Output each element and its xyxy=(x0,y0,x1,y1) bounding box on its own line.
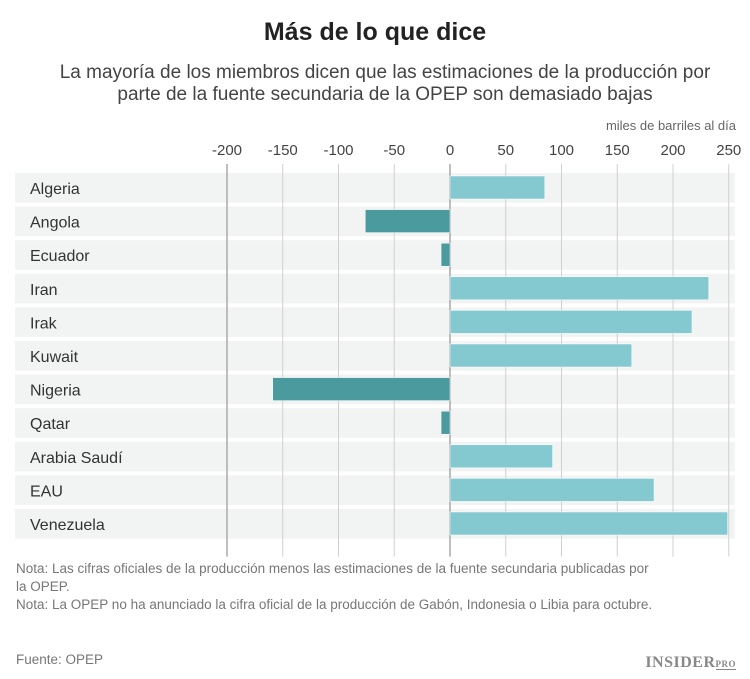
bar xyxy=(449,276,709,301)
category-label: Ecuador xyxy=(30,248,90,265)
bar xyxy=(449,511,728,536)
tick-label: 150 xyxy=(605,142,630,159)
tick-label: -100 xyxy=(323,142,353,159)
bar xyxy=(440,242,451,267)
tick-label: 250 xyxy=(716,142,741,159)
row-band xyxy=(15,173,735,203)
category-label: Qatar xyxy=(30,416,71,433)
tick-label: 50 xyxy=(497,142,514,159)
unit-label: miles de barriles al día xyxy=(605,118,736,133)
tick-label: 100 xyxy=(549,142,574,159)
tick-label: -50 xyxy=(383,142,405,159)
row-band xyxy=(15,441,735,472)
category-label: Algeria xyxy=(30,181,80,198)
tick-label: 200 xyxy=(660,142,685,159)
bar xyxy=(272,377,451,401)
category-label: Iran xyxy=(30,282,58,299)
chart-subtitle: La mayoría de los miembros dicen que las… xyxy=(59,62,711,105)
bar xyxy=(365,209,451,233)
bar xyxy=(449,175,546,200)
bar xyxy=(449,310,693,334)
category-label: Irak xyxy=(30,315,58,332)
tick-label: -150 xyxy=(268,142,298,159)
note-1: Nota: Las cifras oficiales de la producc… xyxy=(16,561,649,594)
bar xyxy=(449,478,655,502)
category-label: Kuwait xyxy=(30,349,79,366)
category-label: Venezuela xyxy=(30,517,105,534)
note-2: Nota: La OPEP no ha anunciado la cifra o… xyxy=(16,597,653,612)
category-label: Angola xyxy=(30,215,80,232)
tick-label: -200 xyxy=(212,142,242,159)
notes: Nota: Las cifras oficiales de la producc… xyxy=(16,560,656,614)
bar xyxy=(440,410,451,435)
insider-pro-logo: INSIDERPRO xyxy=(645,654,736,671)
tick-label: 0 xyxy=(446,142,454,159)
category-label: EAU xyxy=(30,483,63,500)
row-band xyxy=(15,408,735,438)
category-label: Arabia Saudí xyxy=(30,450,123,467)
bar xyxy=(449,343,632,368)
row-band xyxy=(15,240,735,270)
chart-title: Más de lo que dice xyxy=(263,18,487,46)
bar xyxy=(449,444,553,469)
source: Fuente: OPEP xyxy=(16,652,104,667)
category-label: Nigeria xyxy=(30,383,81,400)
